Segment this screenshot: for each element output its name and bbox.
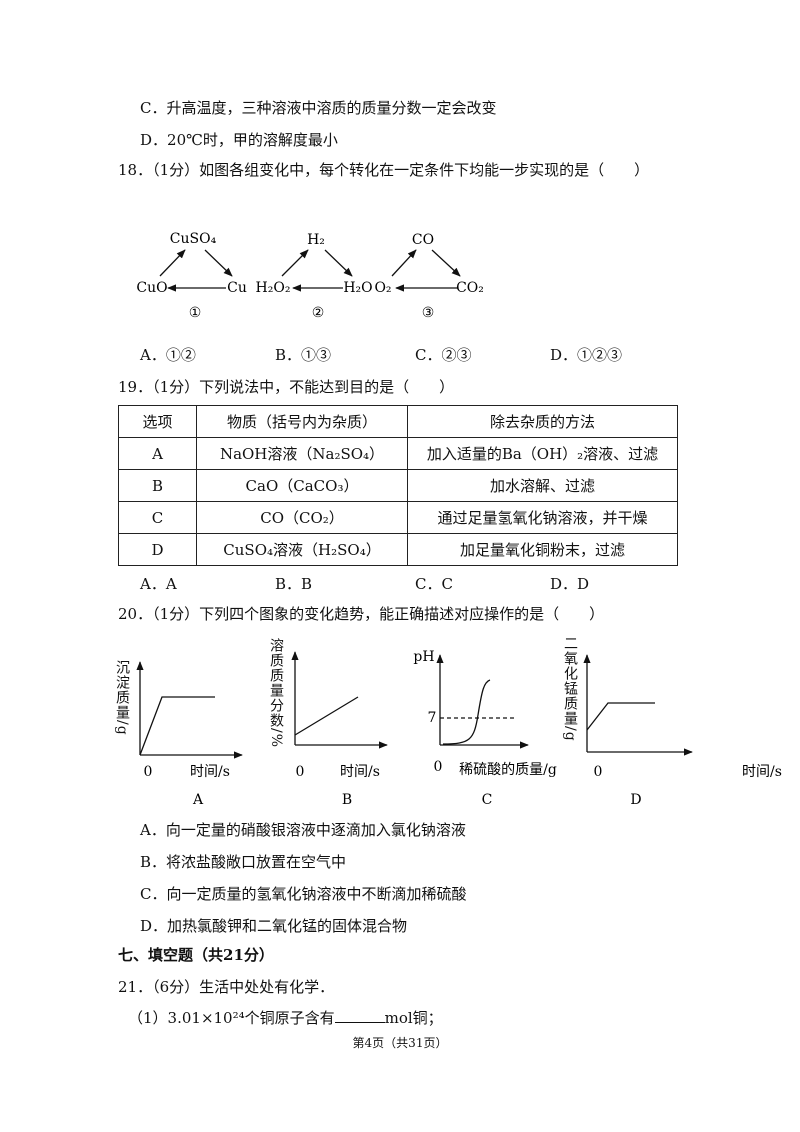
cell: CuSO₄溶液（H₂SO₄）	[196, 533, 408, 566]
cell: A	[118, 437, 197, 470]
graph-label: B	[342, 792, 352, 808]
choice: C．向一定质量的氢氧化钠溶液中不断滴加稀硫酸	[140, 885, 467, 903]
question-stem: 20．（1分）下列四个图象的变化趋势，能正确描述对应操作的是（ ）	[118, 605, 605, 623]
section-heading: 七、填空题（共21分）	[118, 946, 274, 964]
node-label: H₂	[307, 232, 325, 248]
cell: 加水溶解、过滤	[407, 469, 678, 502]
question-stem: 19．（1分）下列说法中，不能达到目的是（ ）	[118, 378, 455, 396]
x-label: 时间/s	[742, 764, 782, 780]
node-label: H₂O	[343, 280, 372, 296]
node-label: O₂	[374, 280, 391, 296]
choice: D．加热氯酸钾和二氧化锰的固体混合物	[140, 917, 408, 935]
option: C．C	[415, 575, 453, 593]
option-line: C．升高温度，三种溶液中溶质的质量分数一定会改变	[140, 99, 497, 117]
footer: 第4页（共31页）	[352, 1036, 448, 1050]
choice: A．向一定量的硝酸银溶液中逐滴加入氯化钠溶液	[140, 821, 466, 839]
node-label: CuSO₄	[170, 231, 217, 247]
cell: CO（CO₂）	[196, 501, 408, 534]
cell: 通过足量氢氧化钠溶液，并干燥	[407, 501, 678, 534]
cell: CaO（CaCO₃）	[196, 469, 408, 502]
tick-label: 7	[428, 710, 437, 726]
node-label: CO₂	[456, 280, 484, 296]
table: 选项 物质（括号内为杂质） 除去杂质的方法 A NaOH溶液（Na₂SO₄） 加入适量的…	[118, 405, 678, 566]
x-label: 稀硫酸的质量/g	[459, 762, 557, 778]
cell: 加足量氧化铜粉末，过滤	[407, 533, 678, 566]
cell: C	[118, 501, 197, 534]
origin-label: 0	[144, 764, 153, 780]
option: B．①③	[275, 346, 332, 364]
graph-label: A	[192, 792, 204, 808]
option: A．A	[140, 575, 177, 593]
diagram-label: ③	[422, 305, 435, 321]
text: mol铜；	[384, 1009, 443, 1027]
blank	[334, 1008, 385, 1023]
option-line: D．20℃时，甲的溶解度最小	[140, 131, 338, 149]
y-label: 溶质质量分数/%	[268, 638, 284, 749]
node-label: CO	[412, 232, 434, 248]
question-stem: 18．（1分）如图各组变化中，每个转化在一定条件下均能一步实现的是（ ）	[118, 161, 650, 179]
origin-label: 0	[594, 764, 603, 780]
node-label: CuO	[136, 280, 167, 296]
diagram-label: ①	[189, 305, 202, 321]
origin-label: 0	[434, 759, 443, 775]
fill-line: （1）3.01×10²⁴个铜原子含有 mol铜；	[128, 1008, 443, 1028]
origin-label: 0	[296, 764, 305, 780]
node-label: Cu	[227, 280, 247, 296]
cell: 加入适量的Ba（OH）₂溶液、过滤	[407, 437, 678, 470]
node-label: H₂O₂	[256, 280, 291, 296]
y-label: 沉淀质量/g	[114, 660, 130, 736]
option: D．D	[550, 575, 590, 593]
cell: NaOH溶液（Na₂SO₄）	[196, 437, 408, 470]
graph-label: D	[630, 792, 641, 808]
option: D．①②③	[550, 346, 623, 364]
text: （1）3.01×10²⁴个铜原子含有	[128, 1009, 335, 1027]
header-cell: 选项	[118, 405, 197, 438]
graph-label: C	[482, 792, 493, 808]
cell: D	[118, 533, 197, 566]
y-label: pH	[413, 649, 434, 665]
arrows	[159, 249, 461, 292]
y-label: 二氧化锰质量/g	[562, 636, 578, 742]
option: B．B	[275, 575, 313, 593]
header-cell: 除去杂质的方法	[407, 405, 678, 438]
choice: B．将浓盐酸敞口放置在空气中	[140, 853, 347, 871]
x-label: 时间/s	[190, 764, 230, 780]
diagram-label: ②	[312, 305, 325, 321]
question-stem: 21．（6分）生活中处处有化学．	[118, 978, 335, 996]
header-cell: 物质（括号内为杂质）	[196, 405, 408, 438]
option: A．①②	[140, 346, 196, 364]
graph-axes	[136, 651, 693, 759]
option: C．②③	[415, 346, 472, 364]
x-label: 时间/s	[340, 764, 380, 780]
cell: B	[118, 469, 197, 502]
